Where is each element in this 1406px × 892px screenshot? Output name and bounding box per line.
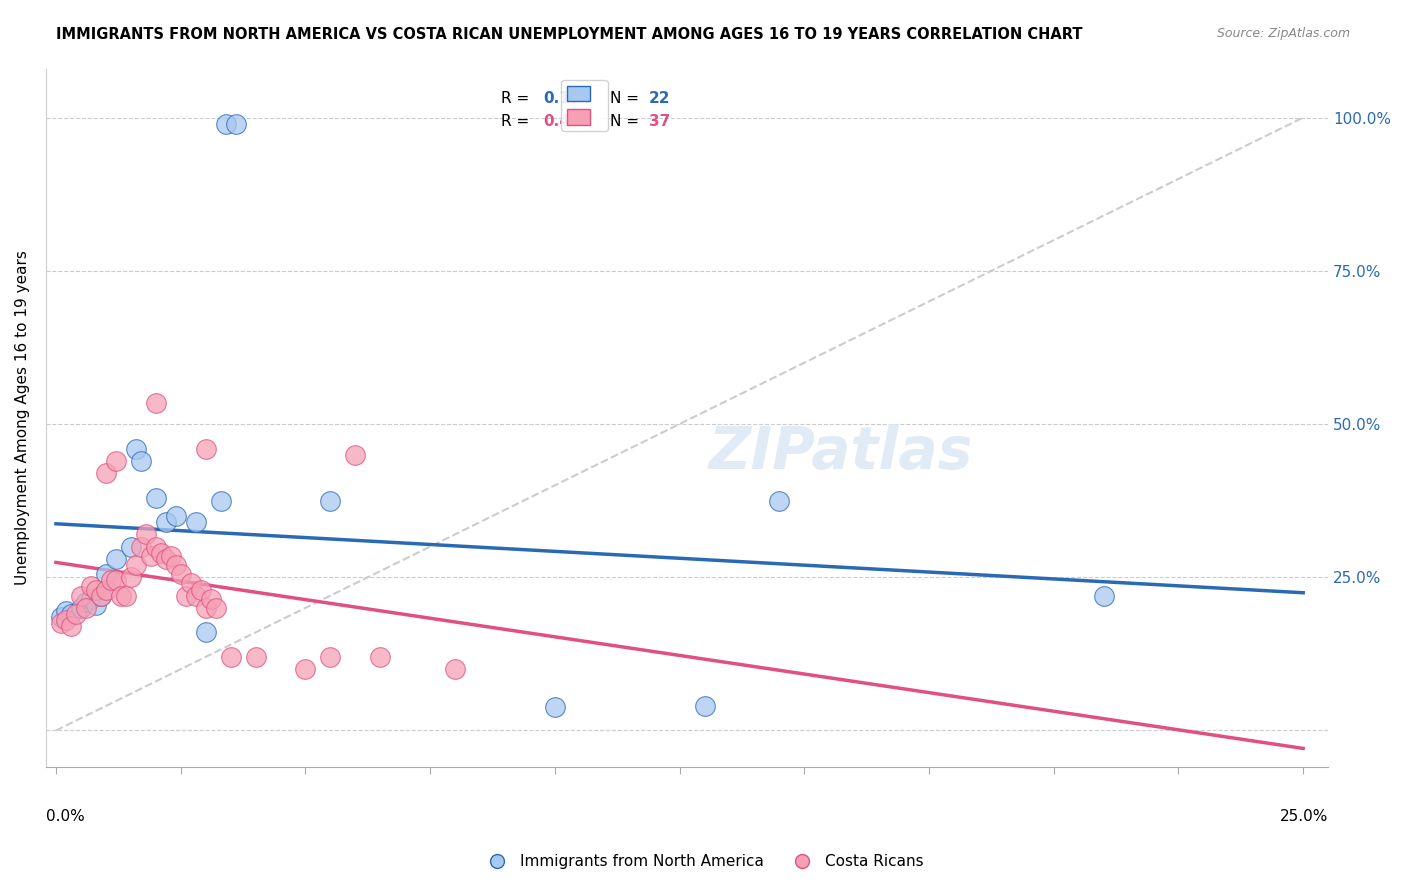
Point [125, 442, 148, 456]
Point [65, 607, 87, 621]
Text: 22: 22 [648, 91, 671, 106]
Point [94, 582, 117, 597]
Point [225, 117, 247, 131]
Point [129, 454, 152, 468]
Point [84, 582, 107, 597]
Point [190, 582, 212, 597]
Legend: , : , [561, 79, 609, 131]
Text: 37: 37 [648, 114, 669, 129]
Point [114, 589, 136, 603]
Point [90, 589, 112, 603]
Point [180, 576, 202, 591]
Point [344, 448, 367, 462]
Point [368, 649, 391, 664]
Point [55, 613, 77, 627]
Point [59, 607, 82, 621]
Point [104, 574, 127, 588]
Point [200, 591, 222, 606]
Point [125, 558, 148, 572]
Point [319, 493, 342, 508]
Point [59, 619, 82, 633]
Point [184, 589, 207, 603]
Text: N =: N = [610, 91, 640, 106]
Text: R =: R = [501, 114, 530, 129]
Point [693, 698, 716, 713]
Point [1092, 589, 1115, 603]
Point [75, 601, 97, 615]
Text: 0.486: 0.486 [544, 114, 592, 129]
Point [204, 601, 226, 615]
Point [194, 601, 217, 615]
Point [49, 610, 72, 624]
Point [110, 589, 132, 603]
Point [145, 491, 167, 505]
Point [294, 662, 316, 676]
Point [165, 558, 187, 572]
Point [219, 649, 242, 664]
Point [75, 595, 97, 609]
Point [209, 493, 232, 508]
Point [170, 567, 193, 582]
Text: 25.0%: 25.0% [1279, 809, 1329, 824]
Point [174, 589, 197, 603]
Point [80, 591, 103, 606]
Point [194, 442, 217, 456]
Point [139, 549, 162, 563]
Point [444, 662, 467, 676]
Legend: Immigrants from North America, Costa Ricans: Immigrants from North America, Costa Ric… [477, 848, 929, 875]
Text: 0.174: 0.174 [544, 91, 592, 106]
Point [120, 570, 142, 584]
Point [149, 546, 172, 560]
Point [55, 604, 77, 618]
Point [214, 117, 236, 131]
Text: N =: N = [610, 114, 640, 129]
Point [768, 493, 790, 508]
Point [100, 574, 122, 588]
Point [90, 589, 112, 603]
Point [104, 454, 127, 468]
Point [544, 700, 567, 714]
Text: IMMIGRANTS FROM NORTH AMERICA VS COSTA RICAN UNEMPLOYMENT AMONG AGES 16 TO 19 YE: IMMIGRANTS FROM NORTH AMERICA VS COSTA R… [56, 27, 1083, 42]
Text: Source: ZipAtlas.com: Source: ZipAtlas.com [1216, 27, 1350, 40]
Point [155, 515, 177, 529]
Point [80, 579, 103, 593]
Text: 0.0%: 0.0% [46, 809, 84, 824]
Point [94, 567, 117, 582]
Point [135, 527, 157, 541]
Point [84, 598, 107, 612]
Text: ZIPatlas: ZIPatlas [709, 425, 973, 482]
Point [120, 540, 142, 554]
Point [159, 549, 181, 563]
Y-axis label: Unemployment Among Ages 16 to 19 years: Unemployment Among Ages 16 to 19 years [15, 251, 30, 585]
Point [319, 649, 342, 664]
Point [165, 508, 187, 523]
Point [49, 616, 72, 631]
Point [145, 540, 167, 554]
Point [94, 466, 117, 480]
Point [184, 515, 207, 529]
Point [104, 552, 127, 566]
Point [245, 649, 267, 664]
Point [155, 552, 177, 566]
Text: R =: R = [501, 91, 530, 106]
Point [70, 601, 93, 615]
Point [70, 589, 93, 603]
Point [145, 395, 167, 409]
Point [129, 540, 152, 554]
Point [194, 625, 217, 640]
